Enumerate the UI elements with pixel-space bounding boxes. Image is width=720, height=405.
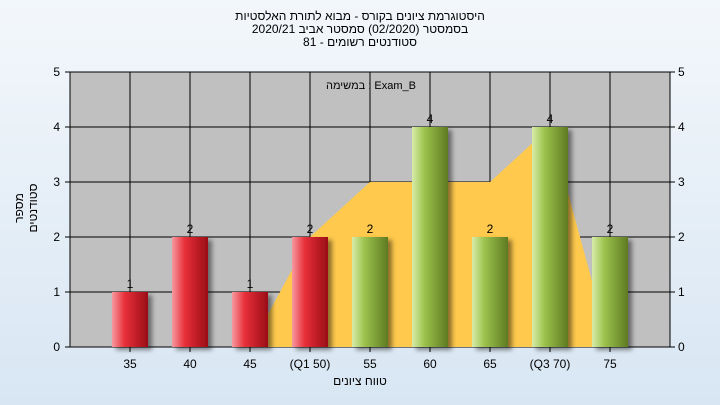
y-tick-label-right: 1 [678,285,685,299]
bar-75 [592,237,628,347]
y-tick-label-right: 5 [678,65,685,79]
bar-(Q1 50) [292,237,328,347]
chart-subtitle-students: סטודנטים רשומים - 81 [303,35,417,49]
x-tick-label: 55 [363,357,377,371]
bar-35 [112,292,148,347]
bar-(Q3 70) [532,127,568,347]
data-label: 4 [427,112,434,126]
x-axis-label: טווח ציונים [333,374,387,388]
data-label: 2 [187,222,194,236]
x-tick-label: 60 [423,357,437,371]
x-tick-label: 65 [483,357,497,371]
bar-55 [352,237,388,347]
bar-65 [472,237,508,347]
data-label: 2 [307,222,314,236]
x-tick-label: (Q3 70) [530,357,571,371]
y-axis-label: מספר סטודנטים [12,183,40,233]
chart-title: היסטוגרמת ציונים בקורס - מבוא לתורת האלס… [235,9,485,23]
y-tick-label-left: 3 [53,175,60,189]
x-tick-label: 75 [603,357,617,371]
x-tick-label: 35 [123,357,137,371]
bar-60 [412,127,448,347]
data-label: 2 [607,222,614,236]
data-label: 2 [367,222,374,236]
y-tick-label-right: 0 [678,340,685,354]
y-tick-label-right: 3 [678,175,685,189]
chart-subtitle-semester: בסמסטר (02/2020) סמסטר אביב 2020/21 [251,22,469,36]
bar-45 [232,292,268,347]
x-tick-label: (Q1 50) [290,357,331,371]
chart-title-block: היסטוגרמת ציונים בקורס - מבוא לתורת האלס… [0,10,720,49]
y-tick-label-left: 1 [53,285,60,299]
y-tick-label-right: 4 [678,120,685,134]
chart-annotation: במשימה : Exam_B [326,80,416,92]
y-tick-label-left: 4 [53,120,60,134]
y-tick-label-left: 5 [53,65,60,79]
data-label: 1 [247,277,254,291]
y-tick-label-right: 2 [678,230,685,244]
bar-40 [172,237,208,347]
y-tick-label-left: 2 [53,230,60,244]
data-label: 2 [487,222,494,236]
x-tick-label: 40 [183,357,197,371]
y-tick-label-left: 0 [53,340,60,354]
data-label: 1 [127,277,134,291]
data-label: 4 [547,112,554,126]
x-tick-label: 45 [243,357,257,371]
